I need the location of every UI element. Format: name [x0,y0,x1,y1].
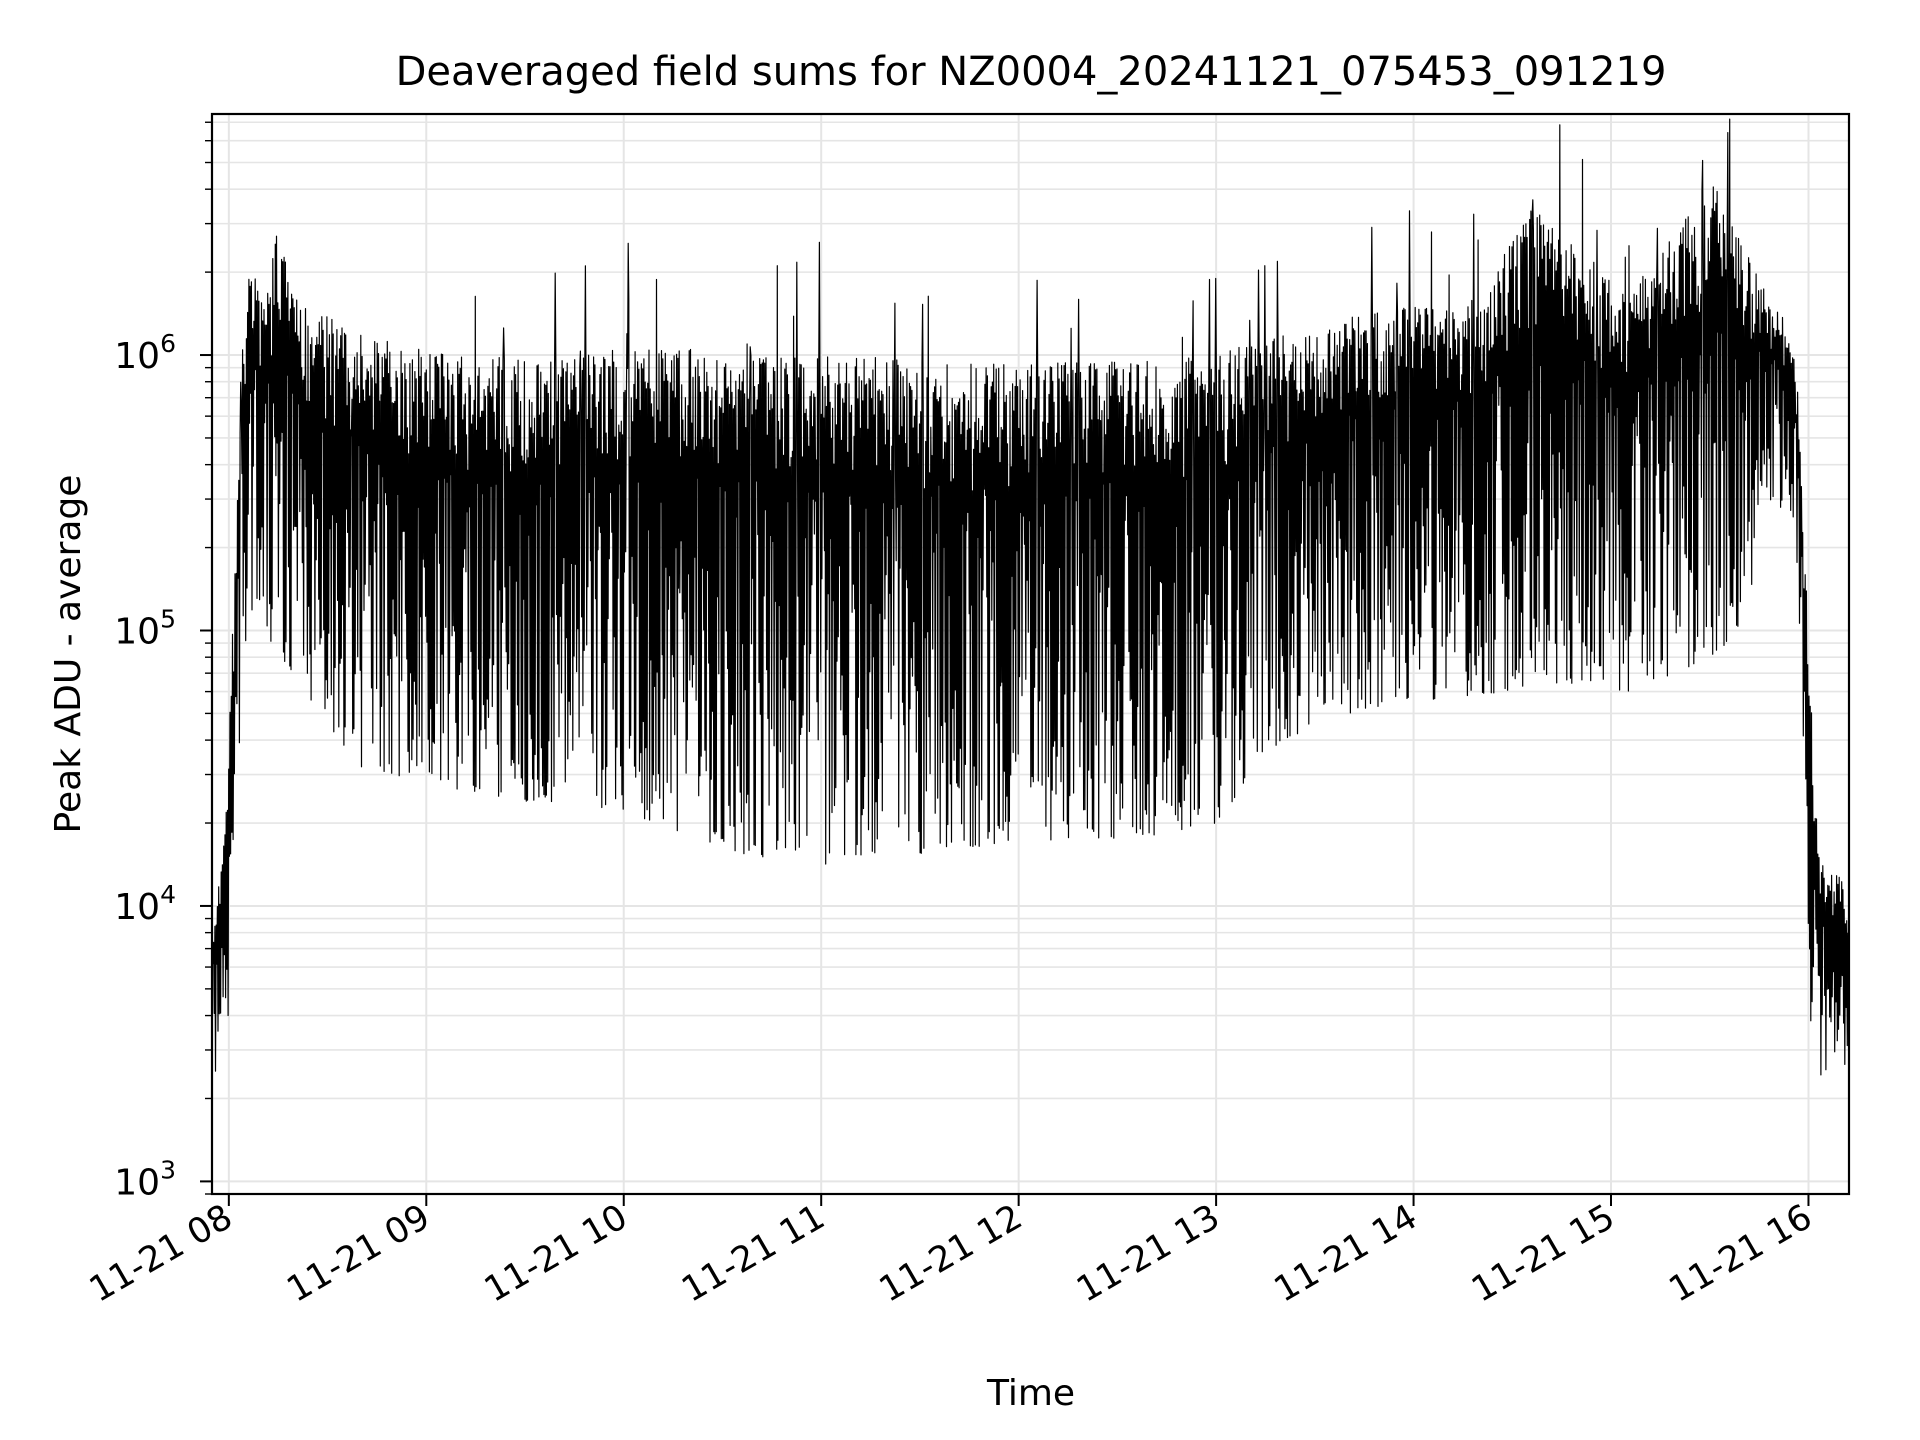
x-axis-label: Time [986,1373,1075,1414]
y-tick-base: 10 [114,611,160,652]
x-tick-label: 11-21 08 [83,1197,239,1310]
y-tick-label: 104 [114,880,176,928]
x-tick-label: 11-21 16 [1663,1197,1819,1310]
y-tick-label: 103 [114,1155,176,1203]
x-tick-label: 11-21 14 [1268,1197,1424,1310]
y-tick-label: 106 [114,329,176,377]
y-tick-exponent: 4 [160,880,176,909]
y-tick-exponent: 6 [160,329,176,358]
x-tick-label: 11-21 10 [478,1197,634,1310]
plot-frame [210,112,1851,1196]
y-tick-label: 105 [114,604,176,652]
y-axis-label: Peak ADU - average [48,475,89,834]
y-tick-exponent: 5 [160,604,176,633]
y-tick-exponent: 3 [160,1155,176,1184]
x-tick-label: 11-21 12 [873,1197,1029,1310]
x-tick-label: 11-21 13 [1070,1197,1226,1310]
series-line [211,118,1849,1076]
y-tick-base: 10 [114,887,160,928]
x-tick-label: 11-21 11 [675,1197,831,1310]
y-tick-base: 10 [114,1162,160,1203]
y-tick-base: 10 [114,336,160,377]
x-tick-label: 11-21 15 [1465,1197,1621,1310]
data-series [211,118,1849,1076]
chart-title: Deaveraged field sums for NZ0004_2024112… [396,49,1667,95]
x-tick-label: 11-21 09 [281,1197,437,1310]
